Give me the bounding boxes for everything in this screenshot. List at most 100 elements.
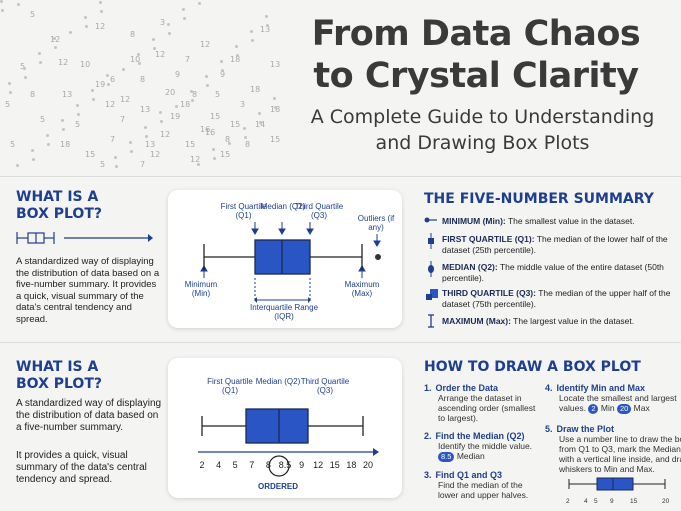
scatter-dot xyxy=(32,158,35,161)
scatter-number: 10 xyxy=(130,55,141,64)
mini-boxplot-diagram xyxy=(568,477,666,491)
section-divider xyxy=(0,342,681,343)
scatter-dot xyxy=(16,164,19,167)
scatter-dot xyxy=(92,98,95,101)
scatter-number: 20 xyxy=(165,88,176,97)
scatter-number: 12 xyxy=(160,130,171,139)
scatter-number: 5 xyxy=(215,90,221,99)
five-item-max: MAXIMUM (Max): The largest value in the … xyxy=(442,316,676,327)
scatter-number: 15 xyxy=(85,150,96,159)
scatter-number: 18 xyxy=(270,105,281,114)
header-divider xyxy=(0,176,681,177)
scatter-number: 13 xyxy=(145,140,156,149)
scatter-dot xyxy=(137,53,140,56)
scatter-dot xyxy=(100,10,103,13)
section2-heading-line1: WHAT IS A xyxy=(16,359,99,375)
scatter-number: 5 xyxy=(5,100,11,109)
scatter-number: 5 xyxy=(100,160,106,169)
five-item-min: MINIMUM (Min): The smallest value in the… xyxy=(442,216,676,227)
step-4-title: Identify Min and Max xyxy=(556,383,646,393)
scatter-dot xyxy=(212,148,215,151)
boxplot-anatomy-card: First Quartile (Q1) Median (Q2) Third Qu… xyxy=(168,190,402,328)
median-badge-label: Median xyxy=(456,451,485,461)
scatter-number: 9 xyxy=(175,70,181,79)
scatter-dot xyxy=(250,30,253,33)
section1-heading-line2: BOX PLOT? xyxy=(16,206,102,222)
scatter-dot xyxy=(266,24,269,27)
scatter-dot xyxy=(46,134,49,137)
page-title-line1: From Data Chaos xyxy=(311,14,641,54)
five-item-median-text: The middle value of the entire dataset (… xyxy=(442,262,664,283)
scatter-number: 8 xyxy=(30,90,36,99)
section2-paragraph2: It provides a quick, visual summary of t… xyxy=(16,450,147,485)
ordered-label: ORDERED xyxy=(257,482,298,491)
ordered-number: 20 xyxy=(362,460,373,470)
max-badge-label: Max xyxy=(633,403,650,413)
scatter-dot xyxy=(107,83,110,86)
scatter-dot xyxy=(259,121,262,124)
scatter-number: 9 xyxy=(220,70,226,79)
five-item-max-text: The largest value in the dataset. xyxy=(513,316,635,326)
ordered-boxplot-diagram xyxy=(198,408,379,477)
scatter-number: 19 xyxy=(95,80,106,89)
scatter-number: 7 xyxy=(140,160,146,169)
q1-label-2: First Quartile (Q1) xyxy=(207,377,253,395)
five-item-q1-text: The median of the lower half of the data… xyxy=(442,234,668,255)
ordered-number: 4 xyxy=(216,460,222,470)
step-5: 5. Draw the Plot Use a number line to dra… xyxy=(545,424,681,474)
mini-axis-labels: 2 4 5 9 15 20 xyxy=(565,498,677,508)
step-5-number: 5. xyxy=(545,424,553,434)
scatter-number: 12 xyxy=(58,58,69,67)
scatter-dot xyxy=(243,127,246,130)
scatter-dot xyxy=(236,54,239,57)
step-4: 4. Identify Min and Max Locate the smalle… xyxy=(545,383,680,414)
five-item-q1: FIRST QUARTILE (Q1): The median of the l… xyxy=(442,234,676,255)
scatter-dot xyxy=(213,157,216,160)
median-label: Median (Q2) xyxy=(260,202,306,211)
scatter-number: 5 xyxy=(30,10,36,19)
section2-heading-line2: BOX PLOT? xyxy=(16,376,102,392)
scatter-number: 8 xyxy=(140,75,146,84)
five-item-min-text: The smallest value in the dataset. xyxy=(507,216,635,226)
scatter-number: 5 xyxy=(75,120,81,129)
scatter-number: 12 xyxy=(105,100,116,109)
mini-axis-label: 20 xyxy=(662,498,670,505)
scatter-number: 14 xyxy=(255,120,266,129)
scatter-number: 3 xyxy=(240,100,246,109)
scatter-dot xyxy=(191,99,194,102)
scatter-dot xyxy=(9,91,12,94)
scatter-dot xyxy=(175,105,178,108)
ordered-number: 8 xyxy=(265,460,271,470)
scatter-dot xyxy=(61,119,64,122)
step-2-number: 2. xyxy=(424,431,432,441)
scatter-number: 5 xyxy=(40,115,46,124)
scatter-number: 16 xyxy=(205,128,216,137)
scatter-number: 15 xyxy=(220,150,231,159)
scatter-dot xyxy=(8,82,11,85)
scatter-dot xyxy=(31,149,34,152)
scatter-dot xyxy=(23,67,26,70)
scatter-dot xyxy=(152,38,155,41)
scatter-number: 13 xyxy=(260,25,271,34)
how-to-heading: HOW TO DRAW A BOX PLOT xyxy=(424,359,641,375)
scatter-dot xyxy=(39,61,42,64)
ordered-number: 8.5 xyxy=(278,460,292,470)
step-3-number: 3. xyxy=(424,470,432,480)
scatter-number: 12 xyxy=(155,50,166,59)
step-2: 2. Find the Median (Q2) Identify the midd… xyxy=(424,431,539,462)
scatter-dot xyxy=(206,84,209,87)
scatter-number: 19 xyxy=(170,112,181,121)
scatter-number: 8 xyxy=(192,90,198,99)
mini-axis-label: 9 xyxy=(610,498,614,505)
section1-heading: WHAT IS A BOX PLOT? xyxy=(16,189,102,223)
scatter-dot xyxy=(1,9,4,12)
scatter-dot xyxy=(182,8,185,11)
scatter-dot xyxy=(17,3,20,6)
scatter-number: 18 xyxy=(250,85,261,94)
scatter-dot xyxy=(205,75,208,78)
scatter-number: 7 xyxy=(185,55,191,64)
ordered-number: 18 xyxy=(346,460,357,470)
scatter-dot xyxy=(198,2,201,5)
min-icon xyxy=(424,217,437,223)
scatter-number: 5 xyxy=(10,140,16,149)
